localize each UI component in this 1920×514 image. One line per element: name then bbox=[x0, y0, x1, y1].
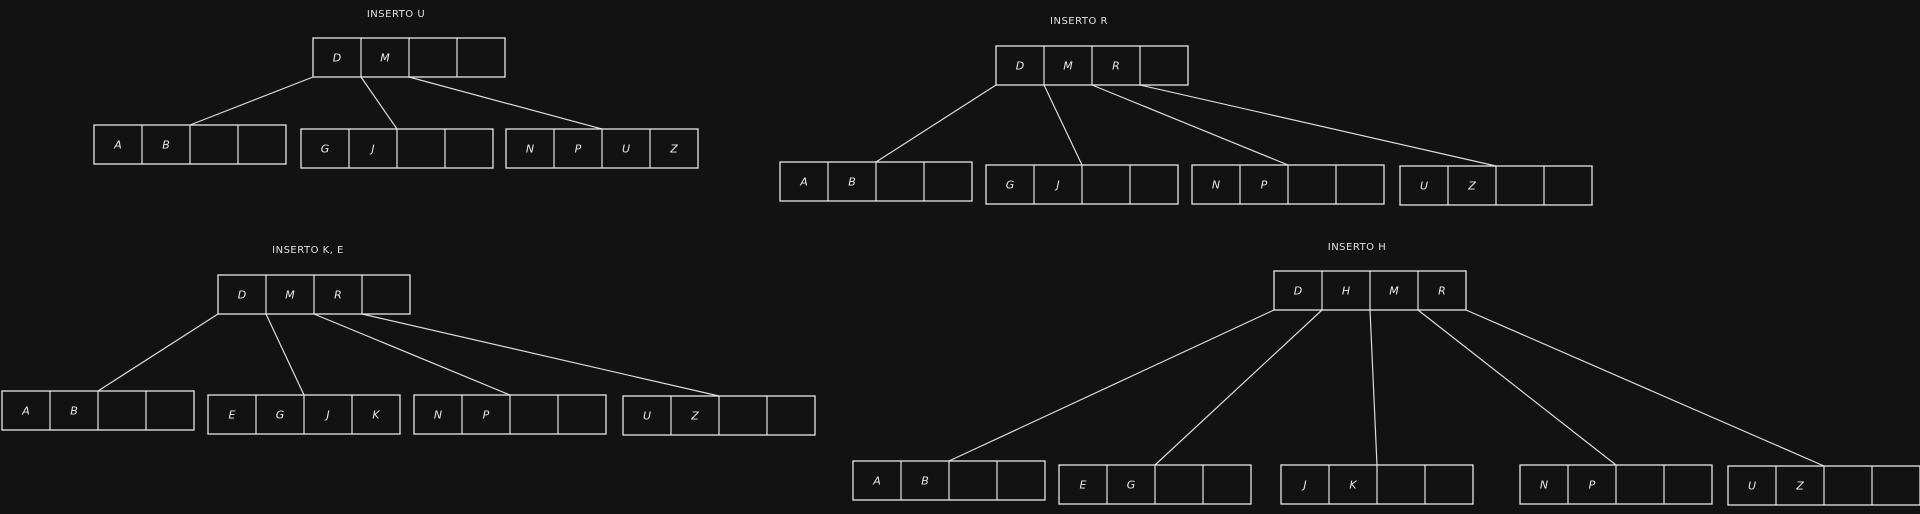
node-key: Z bbox=[1467, 180, 1476, 193]
node-key: B bbox=[848, 176, 856, 189]
tree-edge bbox=[1369, 309, 1378, 466]
node-key: U bbox=[1420, 180, 1428, 193]
node-key: J bbox=[369, 143, 374, 156]
node-key: U bbox=[1748, 480, 1756, 493]
node-key: P bbox=[1589, 479, 1596, 492]
tree-edge bbox=[1139, 84, 1497, 167]
node-key: A bbox=[872, 475, 881, 488]
node-key: J bbox=[1054, 179, 1059, 192]
node-key: M bbox=[1389, 285, 1399, 298]
node-key: G bbox=[276, 409, 285, 422]
tree-edge bbox=[360, 76, 398, 130]
btree-step-1: INSERTO UD MA B G J N P U Z bbox=[93, 9, 699, 169]
step-title: INSERTO U bbox=[367, 9, 425, 20]
node-key: Z bbox=[690, 410, 699, 423]
node-key: P bbox=[575, 143, 582, 156]
node-key: D bbox=[1016, 60, 1024, 73]
node-key: R bbox=[1438, 285, 1446, 298]
node-key: J bbox=[324, 409, 329, 422]
node-key: R bbox=[334, 289, 342, 302]
tree-edge bbox=[189, 76, 314, 126]
tree-edge bbox=[361, 313, 720, 397]
tree-edge bbox=[875, 84, 997, 163]
btree-step-2: INSERTO RD M RA B G J N P U Z bbox=[779, 16, 1593, 206]
node-key: D bbox=[238, 289, 246, 302]
node-key: D bbox=[1294, 285, 1302, 298]
node-key: M bbox=[285, 289, 295, 302]
node-key: P bbox=[483, 409, 490, 422]
step-title: INSERTO H bbox=[1328, 242, 1387, 253]
node-key: N bbox=[526, 143, 534, 156]
tree-edge bbox=[313, 313, 511, 396]
node-key: U bbox=[622, 143, 630, 156]
btree-step-4: INSERTO HD H M RA B E G J K N P U Z bbox=[852, 242, 1920, 506]
step-title: INSERTO R bbox=[1050, 16, 1108, 27]
node-key: B bbox=[921, 475, 929, 488]
node-key: A bbox=[21, 405, 30, 418]
node-key: N bbox=[1212, 179, 1220, 192]
node-key: R bbox=[1112, 60, 1120, 73]
tree-edge bbox=[265, 313, 305, 396]
tree-edge bbox=[97, 313, 219, 392]
node-key: N bbox=[1540, 479, 1548, 492]
node-key: N bbox=[434, 409, 442, 422]
tree-edge bbox=[948, 309, 1275, 462]
node-key: K bbox=[372, 409, 380, 422]
node-key: A bbox=[113, 139, 122, 152]
node-key: B bbox=[162, 139, 170, 152]
node-key: Z bbox=[669, 143, 678, 156]
tree-edge bbox=[1043, 84, 1083, 166]
node-key: G bbox=[1127, 479, 1136, 492]
node-key: Z bbox=[1795, 480, 1804, 493]
node-key: E bbox=[229, 409, 236, 422]
node-key: J bbox=[1301, 479, 1306, 492]
node-key: B bbox=[70, 405, 78, 418]
node-key: A bbox=[799, 176, 808, 189]
node-key: D bbox=[333, 52, 341, 65]
tree-edge bbox=[1465, 309, 1825, 467]
node-key: G bbox=[321, 143, 330, 156]
tree-edge bbox=[1154, 309, 1323, 466]
node-key: P bbox=[1261, 179, 1268, 192]
node-key: U bbox=[643, 410, 651, 423]
tree-edge bbox=[408, 76, 603, 130]
btree-step-3: INSERTO K, ED M RA B E G J K N P U Z bbox=[1, 245, 816, 436]
node-key: H bbox=[1342, 285, 1350, 298]
tree-edge bbox=[1091, 84, 1289, 166]
step-title: INSERTO K, E bbox=[272, 245, 344, 256]
node-key: M bbox=[380, 52, 390, 65]
node-key: G bbox=[1006, 179, 1015, 192]
node-key: M bbox=[1063, 60, 1073, 73]
node-key: K bbox=[1349, 479, 1357, 492]
tree-edge bbox=[1417, 309, 1617, 466]
node-key: E bbox=[1080, 479, 1087, 492]
